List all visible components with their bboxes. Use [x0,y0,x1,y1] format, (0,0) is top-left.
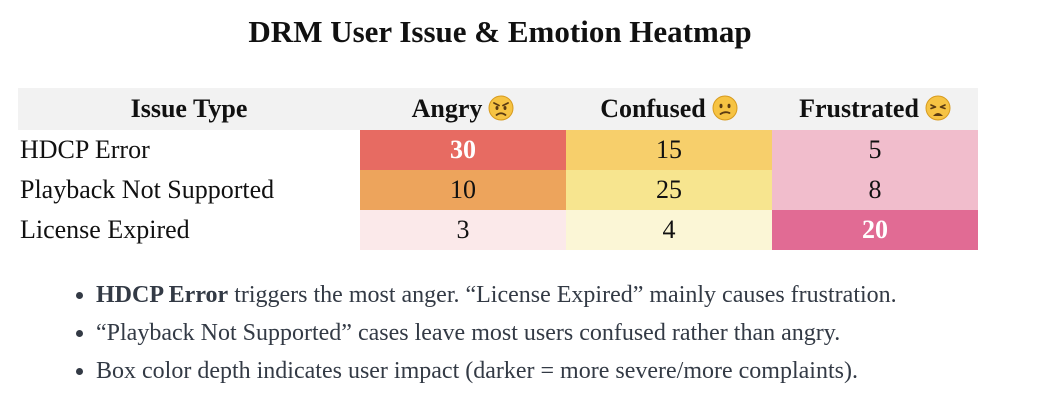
insight-notes: HDCP Error triggers the most anger. “Lic… [48,276,1050,390]
header-frustrated: Frustrated [772,88,978,130]
heat-cell: 25 [566,170,772,210]
heat-cell: 4 [566,210,772,250]
heat-cell: 10 [360,170,566,210]
heat-cell: 5 [772,130,978,170]
header-frustrated-label: Frustrated [799,94,919,123]
weary-face-icon [925,95,951,121]
row-label: Playback Not Supported [20,175,275,204]
row-label: License Expired [20,215,190,244]
row-playback-not-supported: Playback Not Supported 10 25 8 [18,170,978,210]
note-text: triggers the most anger. “License Expire… [228,282,897,308]
row-label: HDCP Error [20,135,150,164]
heatmap-table: Issue Type Angry Confused [18,88,978,250]
note-item: Box color depth indicates user impact (d… [96,352,1050,390]
note-item: “Playback Not Supported” cases leave mos… [96,314,1050,352]
header-angry: Angry [360,88,566,130]
row-hdcp-error: HDCP Error 30 15 5 [18,130,978,170]
note-text: “Playback Not Supported” cases leave mos… [96,320,841,346]
confused-face-icon [712,95,738,121]
header-issue-type: Issue Type [18,88,360,130]
header-confused-label: Confused [600,94,706,123]
note-text: Box color depth indicates user impact (d… [96,358,858,384]
heat-cell: 30 [360,130,566,170]
row-license-expired: License Expired 3 4 20 [18,210,978,250]
chart-title: DRM User Issue & Emotion Heatmap [248,14,752,49]
angry-face-icon [488,95,514,121]
header-row: Issue Type Angry Confused [18,88,978,130]
heat-cell: 8 [772,170,978,210]
heat-cell: 3 [360,210,566,250]
header-confused: Confused [566,88,772,130]
header-angry-label: Angry [411,94,483,123]
note-item: HDCP Error triggers the most anger. “Lic… [96,276,1050,314]
note-emphasis: HDCP Error [96,282,229,308]
heat-cell: 20 [772,210,978,250]
heat-cell: 15 [566,130,772,170]
